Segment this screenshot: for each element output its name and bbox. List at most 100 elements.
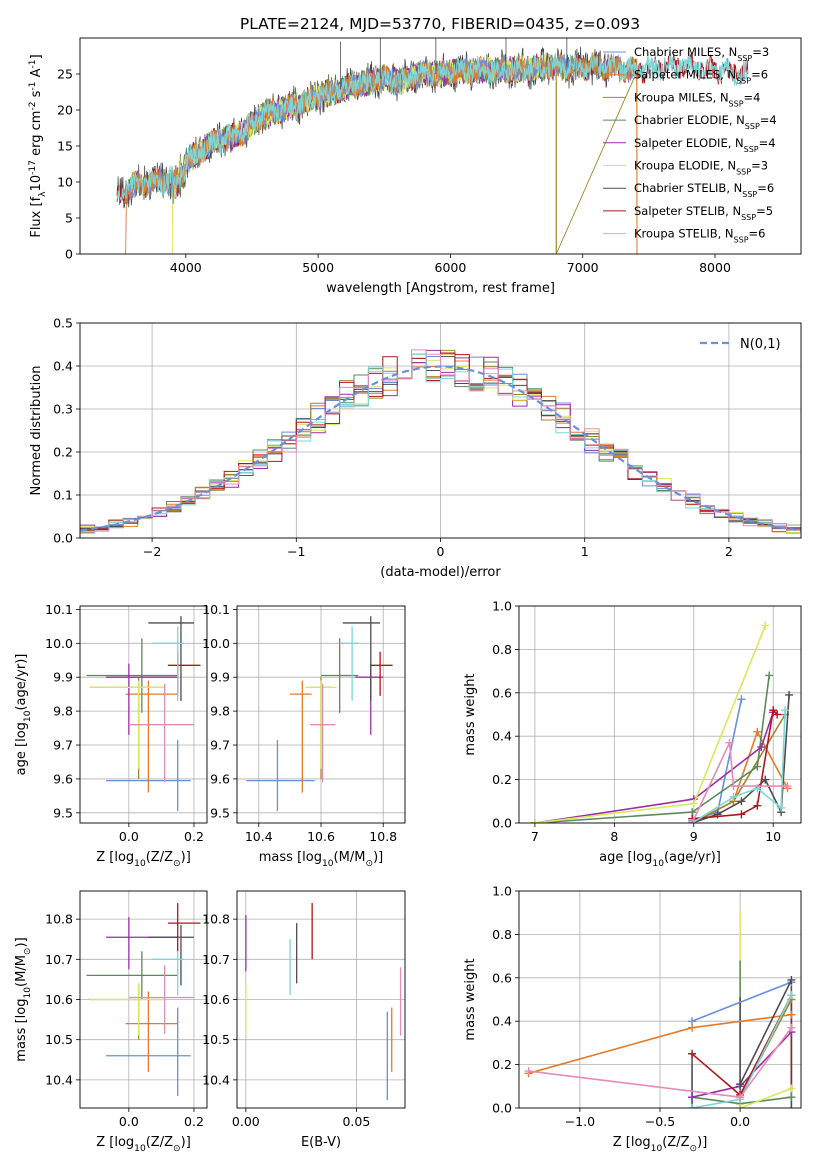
weight-vs-age-ytick-label: 0.8 bbox=[492, 642, 512, 657]
residuals-ytick-label: 0.0 bbox=[53, 531, 73, 546]
age-vs-mass-xtick-label: 10.6 bbox=[307, 829, 335, 844]
spectrum-ylabel: Flux [fλ10-17 erg cm-2 s-1 A-1] bbox=[28, 54, 48, 237]
weight-vs-age-grid bbox=[519, 606, 801, 823]
weight-vs-age-ytick-label: 0.0 bbox=[492, 816, 512, 831]
spectrum-xtick-label: 6000 bbox=[435, 260, 467, 275]
weight-vs-Z-marker bbox=[787, 991, 796, 1000]
weight-vs-Z-ylabel: mass weight bbox=[463, 958, 478, 1040]
spectrum-ytick-label: 10 bbox=[57, 175, 73, 190]
spectrum-line-kroupa-stelib bbox=[116, 51, 749, 201]
chart-weight-vs-Z: −1.0 −0.5 0.0 0.0 0.2 0.4 0.6 0.8 1.0 Z [log10(Z/… bbox=[463, 884, 802, 1154]
residuals-xtick-label: −1 bbox=[287, 544, 305, 559]
weight-vs-age-frame bbox=[518, 605, 802, 824]
residuals-ytick-label: 0.5 bbox=[53, 316, 73, 331]
age-vs-mass-ytick-label: 10.1 bbox=[202, 602, 230, 617]
weight-vs-age-series-kroupa-elodie bbox=[530, 621, 770, 823]
weight-vs-Z-ytick-label: 0.4 bbox=[492, 1014, 512, 1029]
weight-vs-age-xtick-label: 10 bbox=[765, 829, 781, 844]
weight-vs-age-marker bbox=[530, 819, 539, 823]
age-vs-Z-plot-area bbox=[80, 606, 207, 823]
weight-vs-age-xtick-label: 9 bbox=[690, 829, 698, 844]
spectrum-ytick-label: 20 bbox=[57, 103, 73, 118]
age-vs-Z-grid bbox=[80, 606, 207, 823]
weight-vs-Z-plot-area bbox=[519, 891, 801, 1108]
mass-vs-Z-point-salpeter-stelib bbox=[167, 903, 201, 952]
age-vs-mass-point-chabrier-stelib bbox=[342, 616, 381, 701]
mass-vs-Z-plot-area bbox=[80, 891, 207, 1108]
mass-vs-Z-ylabel: mass [log10(M/M⊙)] bbox=[14, 937, 33, 1061]
spectrum-ytick-label: 15 bbox=[57, 139, 73, 154]
mass-vs-Z-xtick-label: 0.2 bbox=[184, 1114, 204, 1129]
mass-vs-EBV-ytick-label: 10.4 bbox=[202, 1072, 230, 1087]
age-vs-mass-ytick-label: 9.7 bbox=[210, 738, 230, 753]
weight-vs-age-marker bbox=[729, 782, 738, 791]
age-vs-mass-point-salpeter-miles bbox=[289, 680, 312, 793]
mass-vs-EBV-plot-area bbox=[237, 891, 405, 1108]
weight-vs-Z-ytick-label: 0.8 bbox=[492, 927, 512, 942]
age-vs-Z-ytick-label: 10.0 bbox=[45, 636, 73, 651]
weight-vs-age-marker bbox=[761, 621, 770, 630]
weight-vs-Z-marker bbox=[688, 1023, 697, 1032]
spectrum-plot-area bbox=[116, 38, 749, 254]
residuals-xtick-label: 1 bbox=[581, 544, 589, 559]
age-vs-Z-ylabel: age [log10(age/yr)] bbox=[14, 654, 33, 776]
age-vs-mass-point-pink bbox=[310, 683, 335, 783]
weight-vs-age-marker bbox=[781, 706, 790, 715]
chart-mass-vs-EBV: 0.00 0.05 10.4 10.5 10.6 10.7 10.8 E(B-V) bbox=[202, 890, 406, 1150]
residuals-xtick-label: 0 bbox=[437, 544, 445, 559]
age-vs-mass-plot-area bbox=[237, 606, 405, 823]
mass-vs-EBV-ytick-label: 10.7 bbox=[202, 952, 230, 967]
age-vs-Z-ytick-label: 9.9 bbox=[53, 670, 73, 685]
weight-vs-age-series-pink bbox=[688, 738, 792, 823]
age-vs-mass-ytick-label: 9.9 bbox=[210, 670, 230, 685]
mass-vs-EBV-xtick-label: 0.05 bbox=[342, 1114, 370, 1129]
age-vs-Z-ytick-label: 9.5 bbox=[53, 805, 73, 820]
figure-title: PLATE=2124, MJD=53770, FIBERID=0435, z=0… bbox=[240, 15, 640, 33]
weight-vs-Z-xtick-label: −0.5 bbox=[645, 1114, 675, 1129]
chart-mass-vs-Z: 0.0 0.2 10.4 10.5 10.6 10.7 10.8 Z [log10(Z/Z⊙)… bbox=[14, 890, 208, 1154]
weight-vs-age-marker bbox=[737, 695, 746, 704]
weight-vs-Z-frame bbox=[518, 890, 802, 1109]
weight-vs-Z-ytick-label: 0.0 bbox=[492, 1101, 512, 1116]
mass-vs-Z-ytick-label: 10.8 bbox=[45, 912, 73, 927]
age-vs-mass-xtick-label: 10.4 bbox=[245, 829, 273, 844]
weight-vs-Z-marker bbox=[787, 975, 796, 984]
legend-entry-chabrier-stelib: Chabrier STELIB, NSSP=6 bbox=[634, 181, 774, 199]
residuals-ytick-label: 0.1 bbox=[53, 488, 73, 503]
spectrum-frame bbox=[79, 37, 802, 255]
age-vs-Z-ytick-label: 9.6 bbox=[53, 771, 73, 786]
mass-vs-Z-xlabel: Z [log10(Z/Z⊙)] bbox=[96, 1135, 191, 1154]
age-vs-mass-frame bbox=[236, 605, 406, 824]
age-vs-Z-point-kroupa-stelib bbox=[151, 626, 185, 701]
weight-vs-Z-marker bbox=[524, 1067, 533, 1076]
weight-vs-Z-ytick-label: 0.6 bbox=[492, 970, 512, 985]
weight-vs-age-series-salpeter-stelib bbox=[688, 706, 782, 823]
mass-vs-Z-point-kroupa-elodie bbox=[89, 983, 165, 1036]
weight-vs-age-marker bbox=[777, 803, 786, 812]
weight-vs-age-xlabel: age [log10(age/yr)] bbox=[599, 850, 721, 869]
chart-age-vs-Z: 0.0 0.2 9.5 9.6 9.7 9.8 9.9 10.0 10.1 Z [log10(Z/… bbox=[14, 602, 208, 869]
age-vs-mass-point-salpeter-stelib bbox=[370, 651, 393, 696]
mass-vs-Z-xtick-label: 0.0 bbox=[119, 1114, 139, 1129]
spectrum-legend: Chabrier MILES, NSSP=3 Salpeter MILES, NS… bbox=[603, 45, 777, 244]
mass-vs-Z-ytick-label: 10.7 bbox=[45, 952, 73, 967]
weight-vs-Z-marker bbox=[688, 1104, 697, 1108]
weight-vs-age-marker bbox=[737, 810, 746, 819]
age-vs-Z-ytick-label: 9.7 bbox=[53, 738, 73, 753]
spectrum-ytick-label: 25 bbox=[57, 67, 73, 82]
age-vs-mass-ytick-label: 9.8 bbox=[210, 704, 230, 719]
spectrum-xtick-label: 4000 bbox=[170, 260, 202, 275]
mass-vs-Z-point-salpeter-miles bbox=[125, 991, 178, 1072]
age-vs-Z-frame bbox=[79, 605, 208, 824]
mass-vs-Z-point-chabrier-elodie bbox=[86, 951, 178, 1000]
spectrum-xtick-label: 5000 bbox=[302, 260, 334, 275]
mass-vs-EBV-frame bbox=[236, 890, 406, 1109]
legend-entry-kroupa-miles: Kroupa MILES, NSSP=4 bbox=[634, 90, 760, 108]
weight-vs-age-marker bbox=[737, 797, 746, 806]
age-vs-Z-ytick-label: 9.8 bbox=[53, 704, 73, 719]
legend-entry-kroupa-stelib: Kroupa STELIB, NSSP=6 bbox=[634, 227, 765, 245]
mass-vs-Z-ytick-label: 10.4 bbox=[45, 1072, 73, 1087]
weight-vs-Z-ytick-label: 0.2 bbox=[492, 1057, 512, 1072]
